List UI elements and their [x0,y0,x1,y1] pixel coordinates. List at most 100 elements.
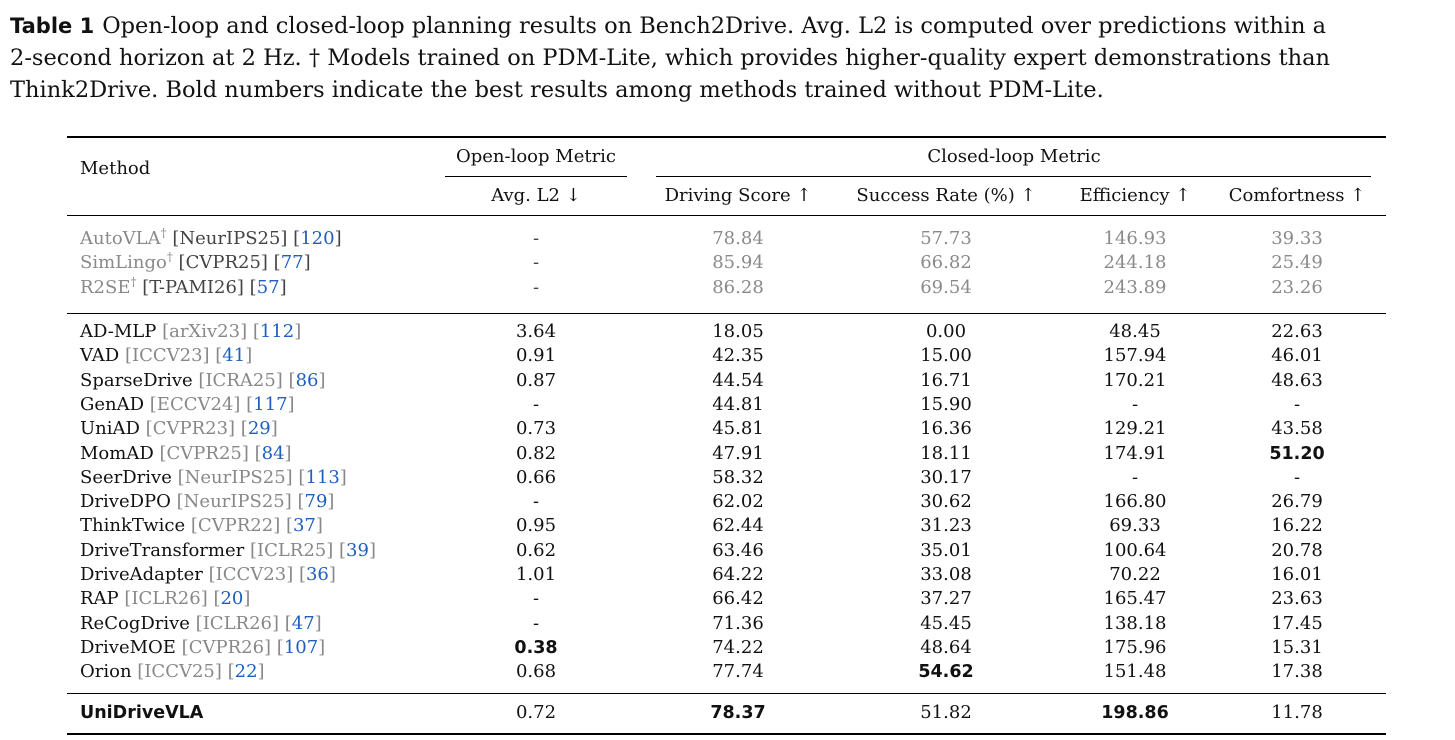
value-comfortness: 43.58 [1271,418,1323,440]
citation-bracket: [ [284,612,292,634]
citation-link[interactable]: 86 [295,369,319,391]
value-avg-l2: - [532,588,540,610]
value-efficiency: 129.21 [1103,418,1167,440]
venue-tag: [ICLR25] [244,539,339,561]
header-efficiency: Efficiency ↑ [1079,185,1191,206]
citation-link[interactable]: 107 [283,636,319,658]
caption-label: Table 1 [10,14,95,38]
value-efficiency: - [1131,393,1139,415]
dagger-mark: † [160,226,167,240]
venue-tag: [NeurIPS25] [170,491,298,513]
value-efficiency: 174.91 [1103,442,1167,464]
citation-bracket: [ [298,466,306,488]
citation-bracket: [ [213,588,221,610]
method-name: AD-MLP [80,321,157,342]
citation-bracket: [ [298,564,306,585]
value-avg-l2: 0.73 [515,418,557,440]
value-avg-l2: - [532,252,540,274]
value-efficiency: 157.94 [1103,345,1167,367]
citation-link[interactable]: 112 [259,321,295,342]
value-driving-score: 78.37 [710,703,766,723]
method-name: ReCogDrive [80,612,190,634]
citation-bracket: [ [215,345,223,367]
value-efficiency: 48.45 [1109,321,1161,342]
citation-link[interactable]: 20 [220,588,244,610]
value-efficiency: - [1131,466,1139,488]
citation-link[interactable]: 47 [291,612,315,634]
venue-tag: [ICRA25] [192,369,289,391]
citation-link[interactable]: 36 [305,564,329,585]
value-success-rate: 30.62 [920,491,972,513]
citation-bracket: ] [245,345,253,367]
value-driving-score: 58.32 [712,466,764,488]
value-driving-score: 86.28 [712,276,764,298]
citation-link[interactable]: 29 [247,418,271,440]
value-comfortness: - [1293,393,1301,415]
value-efficiency: 146.93 [1103,228,1167,249]
citation-link[interactable]: 113 [305,466,340,488]
value-avg-l2: - [532,228,540,249]
citation-bracket: [ [288,369,296,391]
method-name: GenAD [80,393,145,415]
value-driving-score: 62.44 [712,515,764,537]
citation-link[interactable]: 57 [256,276,280,298]
value-comfortness: 51.20 [1269,443,1325,464]
value-success-rate: 30.17 [920,466,972,488]
citation-link[interactable]: 22 [234,661,258,683]
method-cell: DriveDPO [NeurIPS25] [79] [80,491,334,513]
citation-link[interactable]: 79 [304,491,328,513]
value-avg-l2: 0.72 [515,702,557,723]
citation-link[interactable]: 84 [261,442,285,464]
value-avg-l2: - [532,393,540,415]
value-comfortness: 22.63 [1271,321,1323,342]
value-success-rate: 37.27 [920,588,972,610]
header-open-loop: Open-loop Metric [455,146,617,167]
citation-link[interactable]: 77 [280,252,304,274]
value-comfortness: 11.78 [1271,702,1323,723]
citation-bracket: ] [287,393,295,415]
value-avg-l2: - [532,491,540,513]
method-cell: UniAD [CVPR23] [29] [80,418,278,440]
value-avg-l2: 0.95 [515,515,557,537]
method-cell: DriveMOE [CVPR26] [107] [80,637,325,659]
value-driving-score: 44.81 [712,393,764,415]
method-name: MomAD [80,442,154,464]
value-efficiency: 198.86 [1101,703,1169,723]
citation-bracket: [ [285,515,293,537]
value-driving-score: 63.46 [712,539,764,561]
value-success-rate: 16.71 [920,369,972,391]
value-success-rate: 35.01 [920,539,972,561]
citation-link[interactable]: 41 [222,345,246,367]
value-driving-score: 62.02 [712,491,764,513]
header-rule [67,215,1386,216]
method-name: SparseDrive [80,369,193,391]
closed-loop-rule [656,176,1371,177]
citation-link[interactable]: 39 [346,539,369,561]
value-success-rate: 31.23 [920,515,972,537]
value-driving-score: 66.42 [712,588,764,610]
citation-bracket: [ [293,228,301,249]
citation-link[interactable]: 120 [300,228,335,249]
value-comfortness: 20.78 [1271,539,1323,561]
method-name: R2SE [80,276,131,298]
value-comfortness: 17.45 [1271,612,1323,634]
venue-tag: [CVPR25] [172,252,274,274]
value-success-rate: 0.00 [925,321,967,342]
method-name: DriveDPO [80,491,171,513]
value-efficiency: 69.33 [1109,515,1161,537]
venue-tag: [CVPR25] [153,442,255,464]
venue-tag: [CVPR22] [185,515,286,537]
citation-bracket: [ [227,661,235,683]
venue-tag: [ICCV23] [202,564,299,585]
method-name: DriveMOE [80,636,176,658]
method-name: RAP [80,588,119,610]
citation-link[interactable]: 117 [253,393,288,415]
citation-bracket: ] [303,252,311,274]
citation-bracket: ] [339,466,347,488]
citation-bracket: [ [252,321,260,342]
citation-link[interactable]: 37 [292,515,316,537]
value-driving-score: 44.54 [712,369,764,391]
value-avg-l2: - [532,276,540,298]
dagger-mark: † [130,274,137,289]
citation-bracket: [ [276,636,284,658]
